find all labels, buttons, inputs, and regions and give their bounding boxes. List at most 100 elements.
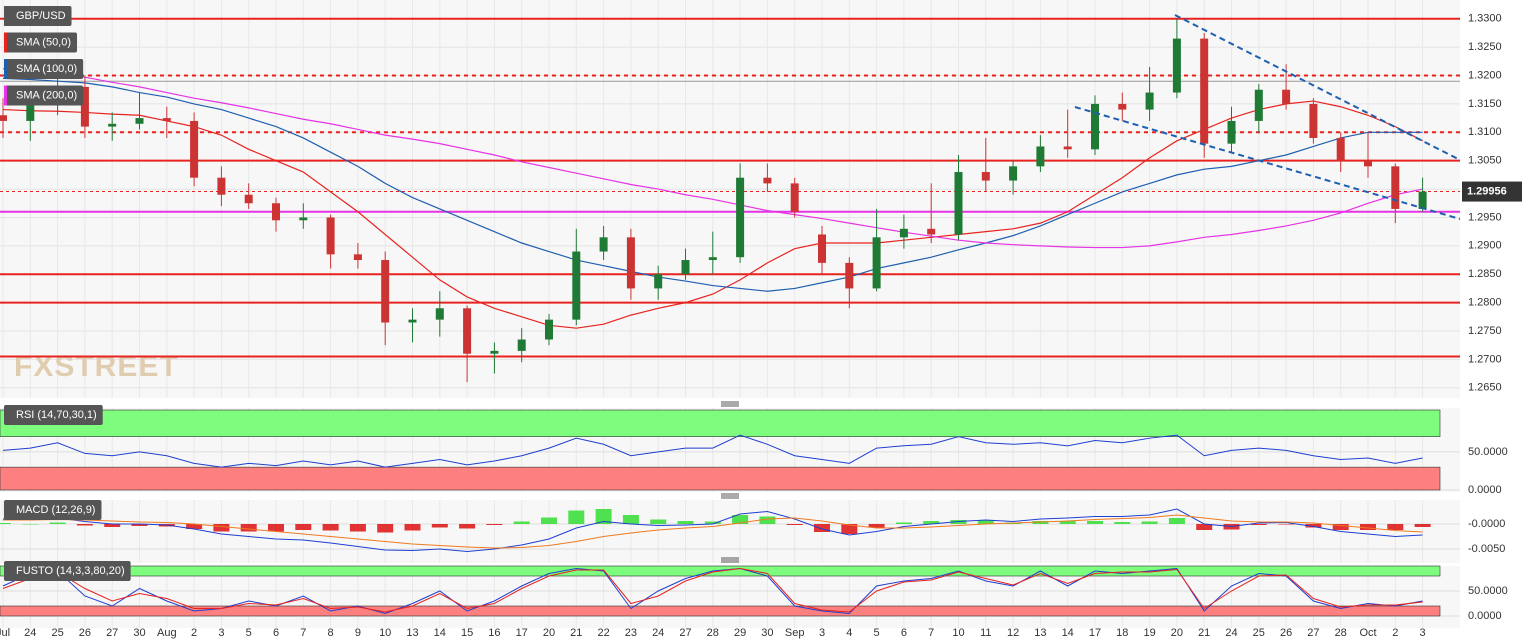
x-tick-label: 2 <box>1392 627 1398 639</box>
histogram-bar <box>0 523 11 524</box>
y-tick-label: 50.0000 <box>1468 446 1508 458</box>
x-tick-label: 6 <box>901 627 907 639</box>
x-tick-label: 24 <box>24 627 36 639</box>
histogram-bar <box>841 524 858 534</box>
x-tick-label: 27 <box>679 627 691 639</box>
y-tick-label: 0.0000 <box>1468 484 1502 496</box>
x-tick-label: 27 <box>1307 627 1319 639</box>
histogram-bar <box>322 524 339 531</box>
candle-body <box>763 177 772 184</box>
candle-body <box>190 120 199 178</box>
legend-bg <box>4 32 78 53</box>
histogram-bar <box>677 521 694 524</box>
legend-label: SMA (50,0) <box>16 36 71 48</box>
x-tick-label: 15 <box>461 627 473 639</box>
histogram-bar <box>1278 524 1295 525</box>
x-tick-label: 26 <box>79 627 91 639</box>
x-tick-label: 2 <box>191 627 197 639</box>
x-tick-label: 7 <box>928 627 934 639</box>
candle-body <box>1418 191 1427 209</box>
x-tick-label: Jul <box>0 627 10 639</box>
x-tick-label: 10 <box>379 627 391 639</box>
candle-body <box>845 262 854 289</box>
candle-body <box>1200 38 1209 144</box>
x-tick-label: 30 <box>133 627 145 639</box>
candle-body <box>708 257 717 261</box>
candle-body <box>1172 38 1181 93</box>
x-tick-label: 21 <box>570 627 582 639</box>
histogram-bar <box>759 516 776 524</box>
legend-label: SMA (100,0) <box>16 63 77 75</box>
histogram-bar <box>1141 521 1158 524</box>
main-plot-bg <box>0 0 1460 398</box>
x-tick-label: 20 <box>543 627 555 639</box>
sma-line <box>2 77 1423 292</box>
histogram-bar <box>895 522 912 524</box>
x-tick-label: 21 <box>1198 627 1210 639</box>
candle-body <box>1364 160 1372 167</box>
candle-body <box>1091 103 1099 150</box>
candle-body <box>1145 92 1154 110</box>
indicator-band <box>0 409 1441 437</box>
candle-body <box>0 115 7 121</box>
candle-body <box>818 234 826 263</box>
candle-body <box>1336 137 1345 161</box>
y-tick-label: 50.0000 <box>1468 585 1508 597</box>
histogram-bar <box>732 515 749 524</box>
x-tick-label: 29 <box>734 627 746 639</box>
x-tick-label: 20 <box>1171 627 1183 639</box>
candle-body <box>899 228 908 238</box>
sma-line <box>2 68 1423 249</box>
candle-body <box>572 251 581 320</box>
y-tick-label: 1.2900 <box>1468 240 1502 252</box>
candle-body <box>1282 89 1291 104</box>
y-tick-label: -0.0000 <box>1468 518 1505 530</box>
histogram-bar <box>814 524 830 532</box>
y-tick-label: 1.3250 <box>1468 41 1502 53</box>
x-tick-label: 4 <box>846 627 852 639</box>
x-tick-label: 17 <box>1089 627 1101 639</box>
legend-swatch <box>4 59 7 79</box>
x-tick-label: 6 <box>273 627 279 639</box>
y-tick-label: 1.3200 <box>1468 69 1502 81</box>
x-tick-label: 3 <box>819 627 825 639</box>
x-tick-label: 22 <box>597 627 609 639</box>
x-tick-label: 7 <box>300 627 306 639</box>
histogram-bar <box>431 524 448 528</box>
candle-body <box>162 118 171 121</box>
y-tick-label: 1.3300 <box>1468 13 1502 25</box>
trendline <box>1074 106 1461 220</box>
histogram-bar <box>76 524 93 526</box>
x-tick-label: 11 <box>980 627 991 639</box>
x-tick-label: 12 <box>1007 627 1019 639</box>
candle-body <box>108 123 117 127</box>
histogram-bar <box>541 517 557 524</box>
y-tick-label: 1.2700 <box>1468 353 1502 365</box>
watermark: FXSTREET <box>14 350 179 383</box>
x-tick-label: Aug <box>157 627 177 639</box>
trendline <box>1174 14 1461 161</box>
histogram-bar <box>704 521 721 524</box>
legend-swatch <box>4 6 7 26</box>
legend-label: SMA (200,0) <box>16 89 77 101</box>
y-tick-label: -0.0050 <box>1468 543 1505 555</box>
x-tick-label: 3 <box>1420 627 1426 639</box>
histogram-bar <box>1332 524 1349 530</box>
indicator-line <box>2 567 1423 613</box>
legend-bg <box>4 6 72 26</box>
histogram-bar <box>977 520 994 524</box>
y-tick-label: 0.0000 <box>1468 610 1502 622</box>
x-tick-label: 14 <box>1062 627 1074 639</box>
last-price-bg <box>1462 181 1522 202</box>
histogram-bar <box>650 519 667 524</box>
histogram-bar <box>1250 524 1267 525</box>
histogram-bar <box>49 522 66 524</box>
x-tick-label: 8 <box>328 627 334 639</box>
x-tick-label: 28 <box>1335 627 1347 639</box>
histogram-bar <box>131 524 148 526</box>
candle-body <box>217 177 226 195</box>
histogram-bar <box>22 524 39 525</box>
histogram-bar <box>1059 521 1076 524</box>
y-tick-label: 1.2800 <box>1468 297 1502 309</box>
